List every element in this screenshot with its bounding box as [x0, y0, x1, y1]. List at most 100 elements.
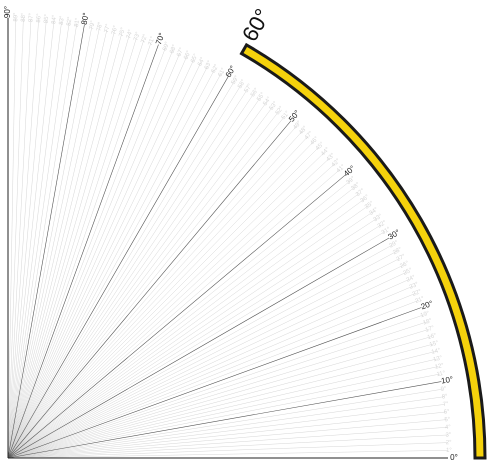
minor-tick-line [7, 19, 39, 459]
minor-tick-line [7, 146, 320, 459]
minor-degree-label: 89° [13, 12, 19, 22]
minor-degree-label: 3° [445, 432, 452, 438]
minor-tick-line [7, 31, 115, 459]
minor-degree-label: 36° [360, 194, 371, 205]
minor-degree-label: 46° [309, 135, 320, 146]
angle-indicator: 60° [237, 4, 487, 460]
major-degree-label: 70° [154, 32, 167, 46]
minor-tick-line [7, 321, 427, 459]
minor-tick-line [7, 366, 439, 459]
minor-tick-line [7, 199, 365, 459]
minor-tick-line [7, 180, 351, 459]
minor-degree-label: 47° [304, 130, 315, 141]
minor-degree-label: 77° [104, 23, 112, 34]
minor-tick-line [7, 21, 62, 459]
major-degree-label: 20° [420, 299, 434, 312]
minor-tick-line [7, 205, 369, 459]
minor-tick-line [7, 300, 419, 459]
minor-degree-label: 65° [190, 53, 200, 64]
minor-degree-label: 63° [204, 59, 214, 70]
minor-degree-label: 28° [392, 246, 403, 256]
minor-tick-line [7, 115, 286, 459]
minor-tick-line [7, 271, 407, 459]
minor-tick-line [7, 419, 447, 459]
minor-degree-label: 49° [293, 120, 304, 131]
minor-tick-line [7, 336, 432, 459]
minor-degree-label: 75° [119, 26, 127, 37]
minor-degree-label: 61° [217, 67, 227, 78]
minor-tick-line [7, 93, 255, 459]
minor-tick-line [7, 373, 440, 459]
minor-degree-label: 6° [443, 409, 450, 416]
minor-degree-label: 48° [298, 125, 309, 136]
minor-tick-line [7, 396, 444, 459]
minor-degree-label: 74° [126, 28, 134, 39]
angle-readout-label: 60° [237, 4, 275, 45]
minor-tick-line [7, 23, 78, 459]
minor-tick-line [7, 125, 297, 459]
minor-tick-line [7, 19, 47, 459]
major-degree-label: 90° [3, 6, 12, 18]
minor-tick-line [7, 106, 273, 459]
minor-degree-label: 29° [389, 240, 400, 250]
yellow-arc-band[interactable] [239, 42, 487, 460]
minor-tick-line [7, 404, 445, 459]
minor-degree-label: 58° [237, 78, 247, 89]
minor-degree-label: 69° [162, 41, 171, 52]
minor-tick-line [7, 411, 446, 459]
minor-tick-line [7, 62, 202, 459]
minor-tick-line [7, 130, 303, 459]
minor-degree-label: 64° [197, 56, 207, 67]
minor-tick-lines [7, 18, 448, 459]
major-tick-line [7, 44, 159, 459]
minor-degree-label: 57° [244, 83, 254, 94]
minor-degree-label: 31° [381, 226, 392, 236]
minor-tick-line [7, 278, 411, 459]
minor-tick-line [7, 65, 208, 459]
minor-degree-label: 16° [427, 333, 438, 341]
minor-degree-label: 41° [336, 163, 347, 174]
minor-degree-label: 76° [111, 25, 119, 36]
minor-tick-line [7, 29, 108, 459]
minor-degree-label: 54° [263, 96, 274, 107]
minor-degree-label: 81° [74, 17, 81, 27]
minor-tick-line [7, 351, 435, 459]
minor-degree-label: 12° [434, 363, 445, 371]
minor-tick-line [7, 18, 32, 459]
minor-degree-label: 79° [89, 20, 97, 31]
minor-degree-label: 21° [415, 296, 426, 305]
minor-tick-line [7, 34, 130, 459]
minor-tick-line [7, 52, 181, 459]
minor-tick-line [7, 186, 355, 459]
major-tick-line [7, 24, 85, 459]
minor-degree-label: 86° [36, 13, 43, 23]
minor-tick-line [7, 264, 404, 459]
major-tick-line [7, 76, 229, 459]
minor-tick-line [7, 358, 437, 459]
minor-degree-label: 66° [183, 49, 192, 60]
major-tick-lines [7, 24, 442, 459]
minor-tick-line [7, 329, 429, 459]
minor-degree-label: 68° [169, 43, 178, 54]
minor-tick-line [7, 224, 382, 459]
minor-tick-line [7, 27, 100, 459]
minor-degree-label: 27° [396, 253, 407, 263]
minor-degree-label: 43° [326, 152, 337, 163]
minor-tick-line [7, 136, 309, 459]
minor-tick-line [7, 26, 93, 459]
minor-tick-line [7, 101, 267, 459]
minor-degree-label: 62° [211, 63, 221, 74]
minor-degree-label: 23° [409, 281, 420, 290]
minor-tick-line [7, 211, 373, 459]
minor-tick-line [7, 258, 401, 459]
minor-tick-line [7, 141, 314, 459]
minor-degree-label: 17° [425, 325, 436, 334]
minor-degree-label: 2° [446, 440, 453, 446]
minor-tick-line [7, 88, 248, 459]
minor-degree-label: 38° [350, 181, 361, 192]
minor-degree-label: 83° [59, 15, 66, 25]
minor-degree-label: 56° [250, 87, 260, 98]
minor-degree-label: 84° [51, 14, 58, 24]
